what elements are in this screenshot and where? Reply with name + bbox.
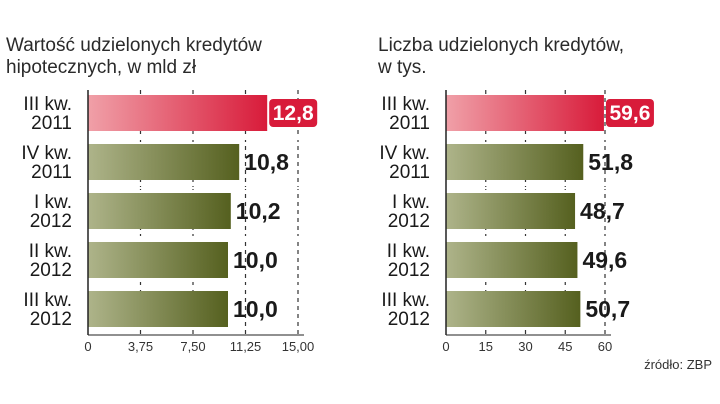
chart2-value-label: 48,7 <box>580 198 625 224</box>
source-note: źródło: ZBP <box>644 357 712 372</box>
chart2-bar <box>446 193 576 229</box>
chart2-tick-label: 60 <box>598 339 612 354</box>
chart1-value-label: 10,0 <box>233 247 278 273</box>
chart1-value-label: 10,8 <box>244 149 289 175</box>
chart2-tick-label: 0 <box>442 339 449 354</box>
chart2-value-label: 51,8 <box>588 149 633 175</box>
chart1-value-label: 10,2 <box>236 198 281 224</box>
chart1-category-label: IV kw. 2011 <box>21 143 72 183</box>
chart2-tick-label: 45 <box>558 339 572 354</box>
chart2-value-label: 50,7 <box>585 296 630 322</box>
chart1-highlight-label-box <box>269 99 318 127</box>
chart2-bar <box>446 242 578 278</box>
chart2-category-label: IV kw. 2011 <box>379 143 430 183</box>
chart2-bar <box>446 291 581 327</box>
chart1-category-label: II kw. 2012 <box>29 241 72 281</box>
chart2-tick-label: 30 <box>518 339 532 354</box>
chart1-tick-label: 15,00 <box>282 339 315 354</box>
chart1-value-label: 10,0 <box>233 296 278 322</box>
chart2-value-label: 49,6 <box>582 247 627 273</box>
chart1-bar <box>88 291 228 327</box>
chart1-bar <box>88 144 240 180</box>
chart2-value-label: 59,6 <box>610 102 651 125</box>
chart1-value-label: 12,8 <box>273 102 314 125</box>
chart2-bar <box>446 144 584 180</box>
chart1-plot: 12,8 III kw. 2011 10,8 IV kw. 2011 10,2 I kw. 20… <box>21 90 318 354</box>
chart1-bar <box>88 95 268 131</box>
chart1-bar <box>88 242 228 278</box>
chart2-category-label: II kw. 2012 <box>387 241 430 281</box>
chart2-highlight-label-box <box>605 99 654 127</box>
chart1-tick-label: 7,50 <box>180 339 205 354</box>
chart2-category-label: III kw. 2012 <box>381 290 430 330</box>
chart1-category-label: I kw. 2012 <box>30 192 72 232</box>
chart2-category-label: I kw. 2012 <box>388 192 430 232</box>
chart1-title: Wartość udzielonych kredytów hipotecznyc… <box>6 35 262 78</box>
chart2-tick-label: 15 <box>479 339 493 354</box>
chart1-bar <box>88 193 231 229</box>
chart2-bar <box>446 95 604 131</box>
chart1-category-label: III kw. 2012 <box>23 290 72 330</box>
chart2-category-label: III kw. 2011 <box>381 94 430 134</box>
chart2-plot: 59,6 III kw. 2011 51,8 IV kw. 2011 48,7 I kw. 20… <box>379 90 654 354</box>
chart1-tick-label: 3,75 <box>128 339 153 354</box>
chart1-tick-label: 11,25 <box>230 339 262 354</box>
chart2-title: Liczba udzielonych kredytów, w tys. <box>378 35 625 78</box>
chart1-tick-label: 0 <box>84 339 91 354</box>
chart1-category-label: III kw. 2011 <box>23 94 72 134</box>
